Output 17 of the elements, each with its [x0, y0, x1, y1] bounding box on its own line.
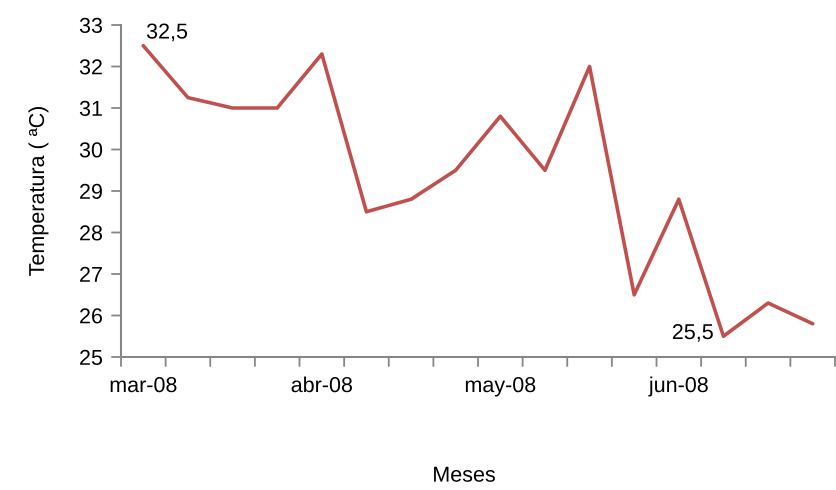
y-axis-title: Temperatura ( ªC): [28, 107, 48, 276]
y-tick-label: 25: [80, 350, 102, 366]
y-tick-label: 26: [80, 308, 102, 324]
y-tick-label: 32: [80, 59, 102, 75]
y-tick-label: 27: [80, 266, 102, 282]
x-axis-title: Meses: [434, 466, 495, 482]
y-tick-label: 30: [80, 142, 102, 158]
x-tick-label: abr-08: [292, 376, 352, 392]
y-tick-label: 29: [80, 184, 102, 200]
y-tick-label: 28: [80, 225, 102, 241]
y-tick-label: 33: [80, 18, 102, 34]
x-tick-label: may-08: [466, 377, 536, 397]
x-tick-label: jun-08: [648, 376, 708, 397]
data-label: 25,5: [672, 324, 713, 342]
x-tick-label: mar-08: [110, 377, 176, 392]
data-label: 32,5: [146, 23, 188, 42]
y-tick-label: 31: [80, 100, 102, 116]
